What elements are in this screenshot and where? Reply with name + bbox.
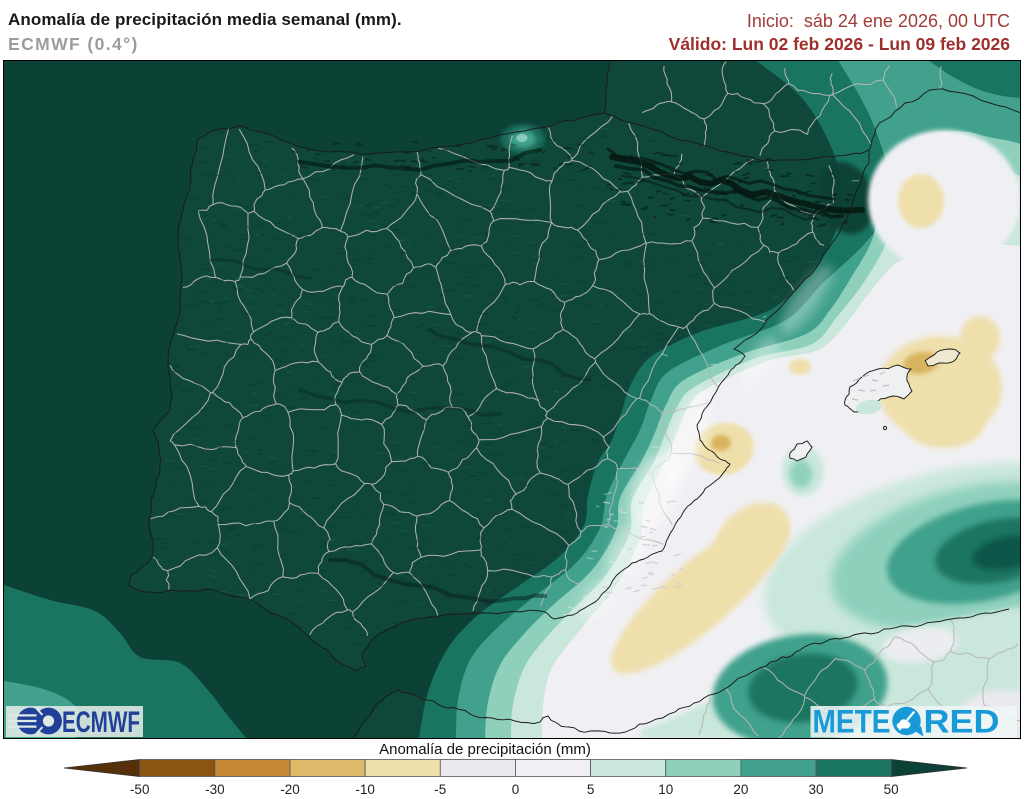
svg-text:-5: -5 xyxy=(434,782,446,797)
svg-text:-30: -30 xyxy=(205,782,225,797)
svg-text:-50: -50 xyxy=(130,782,150,797)
svg-text:Anomalía de precipitación (mm): Anomalía de precipitación (mm) xyxy=(379,741,591,758)
svg-text:30: 30 xyxy=(809,782,824,797)
svg-text:METE: METE xyxy=(813,704,891,738)
svg-text:ECMWF: ECMWF xyxy=(62,706,140,738)
svg-text:5: 5 xyxy=(587,782,595,797)
svg-text:-10: -10 xyxy=(355,782,375,797)
svg-text:10: 10 xyxy=(658,782,673,797)
svg-text:-20: -20 xyxy=(280,782,300,797)
svg-text:RED: RED xyxy=(924,704,1000,738)
svg-text:20: 20 xyxy=(733,782,748,797)
svg-text:0: 0 xyxy=(512,782,520,797)
svg-text:50: 50 xyxy=(884,782,899,797)
